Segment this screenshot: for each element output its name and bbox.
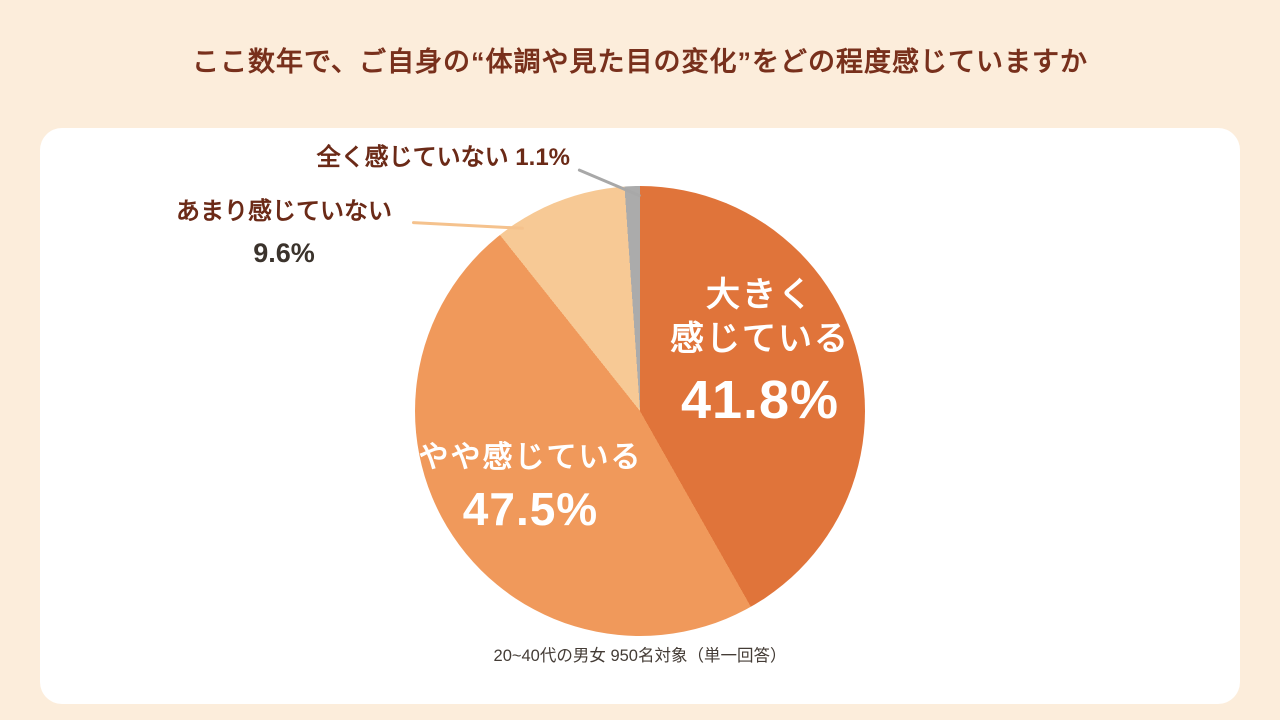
label-slightly-not: あまり感じていない 9.6% <box>160 198 408 269</box>
chart-card: 全く感じていない 1.1% あまり感じていない 9.6% 大きく 感じている 4… <box>40 128 1240 704</box>
label-not-at-all: 全く感じていない 1.1% <box>280 144 570 173</box>
label-somewhat-feel: やや感じている 47.5% <box>388 432 673 536</box>
sample-footnote: 20~40代の男女 950名対象（単一回答） <box>493 647 787 665</box>
label-strongly-feel-pct: 41.8% <box>680 370 840 431</box>
label-not-at-all-text: 全く感じていない <box>316 144 509 171</box>
label-somewhat-feel-pct: 47.5% <box>462 483 599 535</box>
pie-chart <box>415 186 865 636</box>
label-strongly-feel-line2: 感じている <box>670 319 850 358</box>
chart-title: ここ数年で、ご自身の“体調や見た目の変化”をどの程度感じていますか <box>192 47 1088 77</box>
leader-line-slightly-not <box>411 221 524 230</box>
label-strongly-feel: 大きく 感じている 41.8% <box>630 274 890 431</box>
label-slightly-not-text: あまり感じていない <box>176 198 392 225</box>
label-not-at-all-pct: 1.1% <box>515 144 570 171</box>
label-strongly-feel-line1: 大きく <box>706 276 814 314</box>
label-slightly-not-pct: 9.6% <box>253 237 315 268</box>
label-somewhat-feel-text: やや感じている <box>418 441 643 474</box>
